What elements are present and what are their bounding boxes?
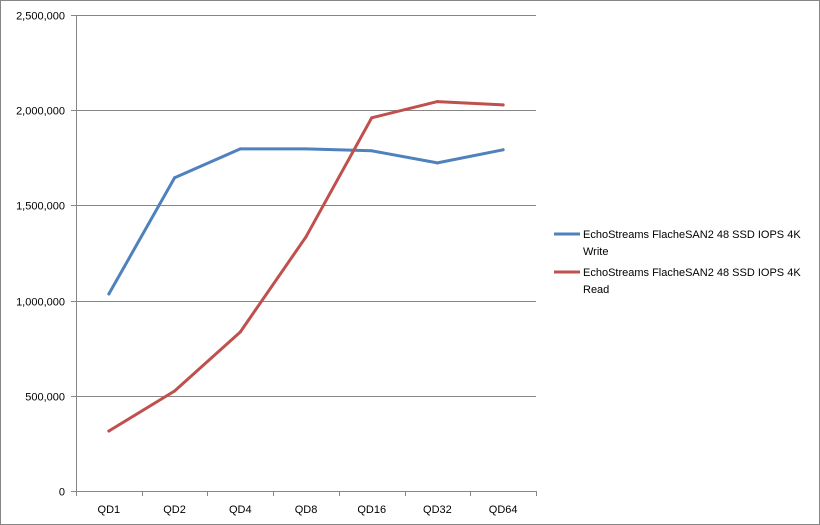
x-tick-label: QD1 <box>98 504 121 516</box>
data-point <box>238 330 242 334</box>
data-point <box>435 161 439 165</box>
y-tick-label: 2,000,000 <box>16 106 65 118</box>
x-tick-label: QD2 <box>163 504 186 516</box>
data-point <box>501 148 505 152</box>
data-point <box>304 235 308 239</box>
x-tick-label: QD16 <box>357 504 386 516</box>
data-point <box>501 103 505 107</box>
x-tick-label: QD32 <box>423 504 452 516</box>
x-tick-label: QD8 <box>295 504 318 516</box>
y-axis-tick-labels: 0 500,000 1,000,000 1,500,000 2,000,000 2,500… <box>16 11 65 499</box>
data-point <box>304 147 308 151</box>
series-line-2 <box>107 100 505 433</box>
data-point <box>173 176 177 180</box>
data-point <box>107 429 111 433</box>
legend-label: Write <box>583 246 608 258</box>
x-tick-label: QD4 <box>229 504 252 516</box>
y-tick-label: 2,500,000 <box>16 11 65 23</box>
data-point <box>370 149 374 153</box>
data-point <box>107 292 111 296</box>
grid-lines <box>76 15 536 397</box>
legend-label: EchoStreams FlacheSAN2 48 SSD IOPS 4K <box>583 267 801 279</box>
data-point <box>238 147 242 151</box>
y-tick-label: 1,500,000 <box>16 201 65 213</box>
y-tick-label: 0 <box>59 487 65 499</box>
axes <box>71 15 537 496</box>
legend-label: Read <box>583 284 609 296</box>
data-point <box>173 389 177 393</box>
y-tick-label: 1,000,000 <box>16 297 65 309</box>
series-lines <box>107 100 505 433</box>
y-tick-label: 500,000 <box>25 392 65 404</box>
legend-label: EchoStreams FlacheSAN2 48 SSD IOPS 4K <box>583 229 801 241</box>
x-axis-tick-labels: QD1 QD2 QD4 QD8 QD16 QD32 QD64 <box>98 504 518 516</box>
legend: EchoStreams FlacheSAN2 48 SSD IOPS 4K Wri… <box>554 229 801 296</box>
data-point <box>370 116 374 120</box>
x-tick-label: QD64 <box>489 504 518 516</box>
data-point <box>435 100 439 104</box>
series-line-1 <box>107 147 505 296</box>
